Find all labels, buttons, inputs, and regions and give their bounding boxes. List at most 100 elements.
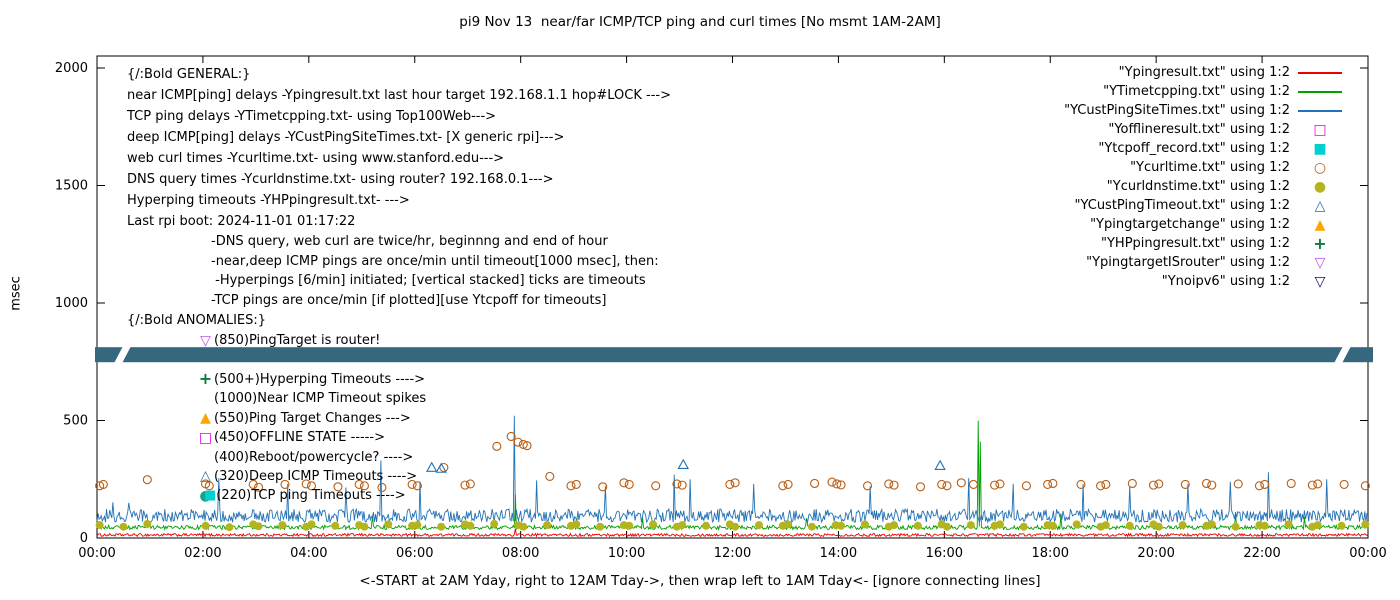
anomaly-line: ● ■ (220)TCP ping Timeouts ---->: [197, 486, 671, 505]
general-note-line: web curl times -Ycurltime.txt- using www…: [127, 151, 505, 166]
legend-label: "Ypingtargetchange" using 1:2: [1090, 217, 1290, 232]
data-point-circle-open: [651, 481, 661, 491]
legend-sample-circle-open-icon: ○: [1296, 161, 1344, 175]
data-point-circle-open: [1313, 479, 1323, 489]
data-point-circle-filled: [837, 521, 846, 530]
legend-sample-square-filled-icon: ■: [1296, 142, 1344, 156]
data-point-circle-filled: [1207, 520, 1216, 529]
data-point-circle-filled: [225, 523, 234, 532]
data-point-circle-filled: [1313, 521, 1322, 530]
data-point-circle-open: [956, 478, 966, 488]
legend-sample-square-open-icon: □: [1296, 123, 1344, 137]
data-point-circle-open: [571, 479, 581, 489]
data-point-circle-open: [506, 431, 516, 442]
data-point-circle-open: [783, 479, 793, 489]
circle-open-icon: ○: [1313, 159, 1327, 176]
data-point-circle-filled: [331, 521, 340, 530]
square-open-icon: □: [198, 429, 213, 446]
anomaly-text: (850)PingTarget is router!: [214, 333, 381, 349]
data-point-circle-filled: [519, 522, 528, 531]
data-point-circle-open: [1021, 481, 1031, 491]
legend: "Ypingresult.txt" using 1:2 "YTimetcpping…: [1064, 63, 1344, 291]
data-point-circle-open: [1101, 479, 1111, 489]
data-point-circle-open: [598, 482, 608, 492]
data-point-circle-open: [889, 480, 899, 490]
data-point-circle-open: [439, 462, 449, 473]
data-point-circle-filled: [1337, 521, 1346, 530]
data-point-circle-open: [832, 479, 842, 489]
data-point-circle-filled: [360, 522, 369, 531]
data-point-circle-open: [827, 477, 837, 487]
square-open-icon: □: [1313, 121, 1327, 138]
data-point-circle-open: [672, 479, 682, 489]
data-point-circle-open: [942, 481, 952, 491]
legend-label: "Ytcpoff_record.txt" using 1:2: [1098, 141, 1290, 156]
data-point-circle-open: [1260, 479, 1270, 489]
legend-entry: "Ypingresult.txt" using 1:2: [1064, 63, 1344, 82]
data-point-circle-filled: [678, 521, 687, 530]
data-point-circle-filled: [754, 521, 763, 530]
legend-sample-plus-icon: +: [1296, 233, 1344, 253]
legend-sample-tridown-open-icon: ▽: [1296, 256, 1344, 270]
anomalies-header: {/:Bold ANOMALIES:}: [127, 313, 267, 328]
anomaly-text: (400)Reboot/powercycle? ---->: [214, 449, 414, 465]
legend-label: "YCustPingTimeout.txt" using 1:2: [1074, 198, 1290, 213]
y-tick-label: 1000: [55, 296, 88, 311]
legend-entry: "Ynoipv6" using 1:2 ▽: [1064, 272, 1344, 291]
legend-entry: "Ypingtargetchange" using 1:2 ▲: [1064, 215, 1344, 234]
data-point-circle-open: [1360, 481, 1370, 491]
data-point-circle-open: [1096, 481, 1106, 491]
data-point-triangle-open: [435, 462, 447, 473]
data-point-circle-open: [1233, 479, 1243, 489]
circle-filled-icon: ●: [1313, 178, 1327, 195]
general-note-line: Last rpi boot: 2024-11-01 01:17:22: [127, 214, 356, 229]
data-point-circle-filled: [278, 521, 287, 530]
spacer: [197, 392, 214, 406]
chart-title: pi9 Nov 13 near/far ICMP/TCP ping and cu…: [459, 14, 941, 30]
data-point-circle-filled: [860, 520, 869, 529]
data-point-circle-filled: [1231, 522, 1240, 531]
data-point-circle-open: [306, 481, 317, 491]
anomaly-line: □ (450)OFFLINE STATE ----->: [197, 428, 671, 447]
circle-square-icon: ●: [199, 487, 212, 504]
tridown-open-icon: ▽: [1314, 254, 1326, 271]
data-point-circle-filled: [1154, 522, 1163, 531]
general-note-line: TCP ping delays -YTimetcpping.txt- using…: [127, 109, 497, 124]
data-point-circle-open: [1048, 478, 1058, 489]
legend-sample-tridown-open-icon: ▽: [1296, 275, 1344, 289]
legend-label: "YCustPingSiteTimes.txt" using 1:2: [1064, 103, 1290, 118]
data-point-circle-filled: [966, 521, 975, 530]
square-filled-icon: ■: [1313, 140, 1327, 157]
legend-label: "YTimetcpping.txt" using 1:2: [1103, 84, 1290, 99]
legend-entry: "YpingtargetISrouter" using 1:2 ▽: [1064, 253, 1344, 272]
data-point-circle-filled: [543, 521, 552, 530]
x-tick-label: 18:00: [1032, 546, 1069, 561]
triangle-open-icon: △: [1314, 197, 1326, 214]
y-tick-label: 1500: [55, 179, 88, 194]
plus-icon: +: [1313, 233, 1327, 253]
data-point-circle-open: [412, 481, 422, 491]
data-point-circle-open: [862, 481, 873, 491]
data-point-triangle-open: [425, 461, 438, 472]
data-point-circle-filled: [413, 521, 422, 530]
data-point-circle-open: [253, 482, 264, 492]
data-point-circle-filled: [1048, 521, 1057, 530]
data-point-circle-filled: [807, 522, 816, 531]
data-point-circle-open: [407, 479, 417, 489]
general-note-line: near ICMP[ping] delays -Ypingresult.txt …: [127, 88, 671, 103]
data-point-circle-open: [725, 479, 735, 489]
data-point-circle-filled: [995, 520, 1004, 529]
data-point-circle-open: [1201, 478, 1212, 489]
data-point-circle-open: [1076, 479, 1086, 489]
legend-line-sample: [1298, 71, 1342, 74]
anomaly-line: + (500+)Hyperping Timeouts ---->: [197, 370, 671, 389]
anomaly-line: (1000)Near ICMP Timeout spikes: [197, 389, 671, 408]
data-point-circle-open: [359, 481, 369, 491]
x-tick-label: 02:00: [184, 546, 221, 561]
legend-sample-line-icon: [1296, 109, 1344, 112]
measurement-note-line: -DNS query, web curl are twice/hr, begin…: [211, 234, 608, 249]
data-point-circle-open: [1254, 481, 1264, 491]
legend-sample-triangle-filled-icon: ▲: [1296, 218, 1344, 232]
data-point-circle-open: [778, 481, 788, 491]
